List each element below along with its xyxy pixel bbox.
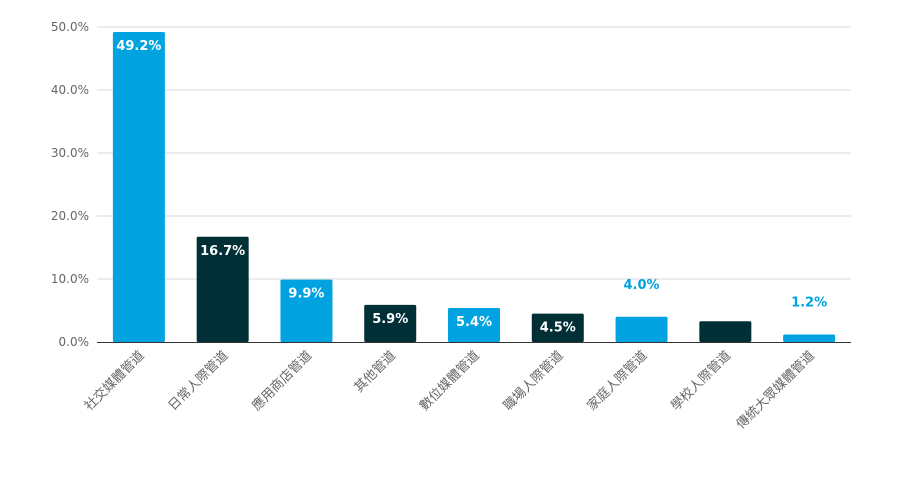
y-tick-label: 0.0% [59, 335, 90, 349]
category-label: 家庭人際管道 [584, 348, 650, 414]
category-label: 社交媒體管道 [81, 348, 147, 414]
data-label: 16.7% [200, 244, 245, 259]
category-label: 數位媒體管道 [417, 348, 483, 414]
data-label: 5.4% [456, 315, 492, 330]
bar [783, 334, 836, 342]
category-label: 職場人際管道 [501, 348, 567, 414]
data-labels: 49.2% 16.7% 9.9% 5.9% 5.4% 4.5% 4.0% 1.2% [116, 39, 827, 336]
bar [699, 321, 752, 342]
data-label: 5.9% [372, 312, 408, 327]
bar [531, 313, 584, 342]
bar [364, 304, 417, 342]
category-label: 其他管道 [352, 348, 399, 395]
category-label: 應用商店管道 [249, 348, 315, 414]
y-axis-ticks: 0.0% 10.0% 20.0% 30.0% 40.0% 50.0% [51, 20, 89, 349]
data-label: 4.5% [540, 321, 576, 336]
y-tick-label: 40.0% [51, 83, 89, 97]
bars [112, 32, 836, 342]
category-label: 日常人際管道 [166, 348, 232, 414]
y-tick-label: 30.0% [51, 146, 89, 160]
category-label: 傳統大眾媒體管道 [734, 348, 818, 432]
y-tick-label: 50.0% [51, 20, 89, 34]
bar [448, 307, 500, 342]
bar [615, 316, 668, 342]
y-tick-label: 10.0% [51, 272, 89, 286]
data-label: 9.9% [288, 287, 324, 302]
category-labels: 社交媒體管道 日常人際管道 應用商店管道 其他管道 數位媒體管道 職場人際管道 家庭人際管道… [81, 348, 818, 433]
y-tick-label: 20.0% [51, 209, 89, 223]
gridlines [97, 26, 851, 280]
data-label: 49.2% [116, 39, 161, 54]
category-label: 學校人際管道 [668, 348, 734, 414]
data-label: 1.2% [791, 295, 827, 310]
bar [112, 32, 165, 342]
bar [280, 279, 333, 342]
bar [196, 236, 249, 342]
data-label: 4.0% [624, 278, 660, 293]
